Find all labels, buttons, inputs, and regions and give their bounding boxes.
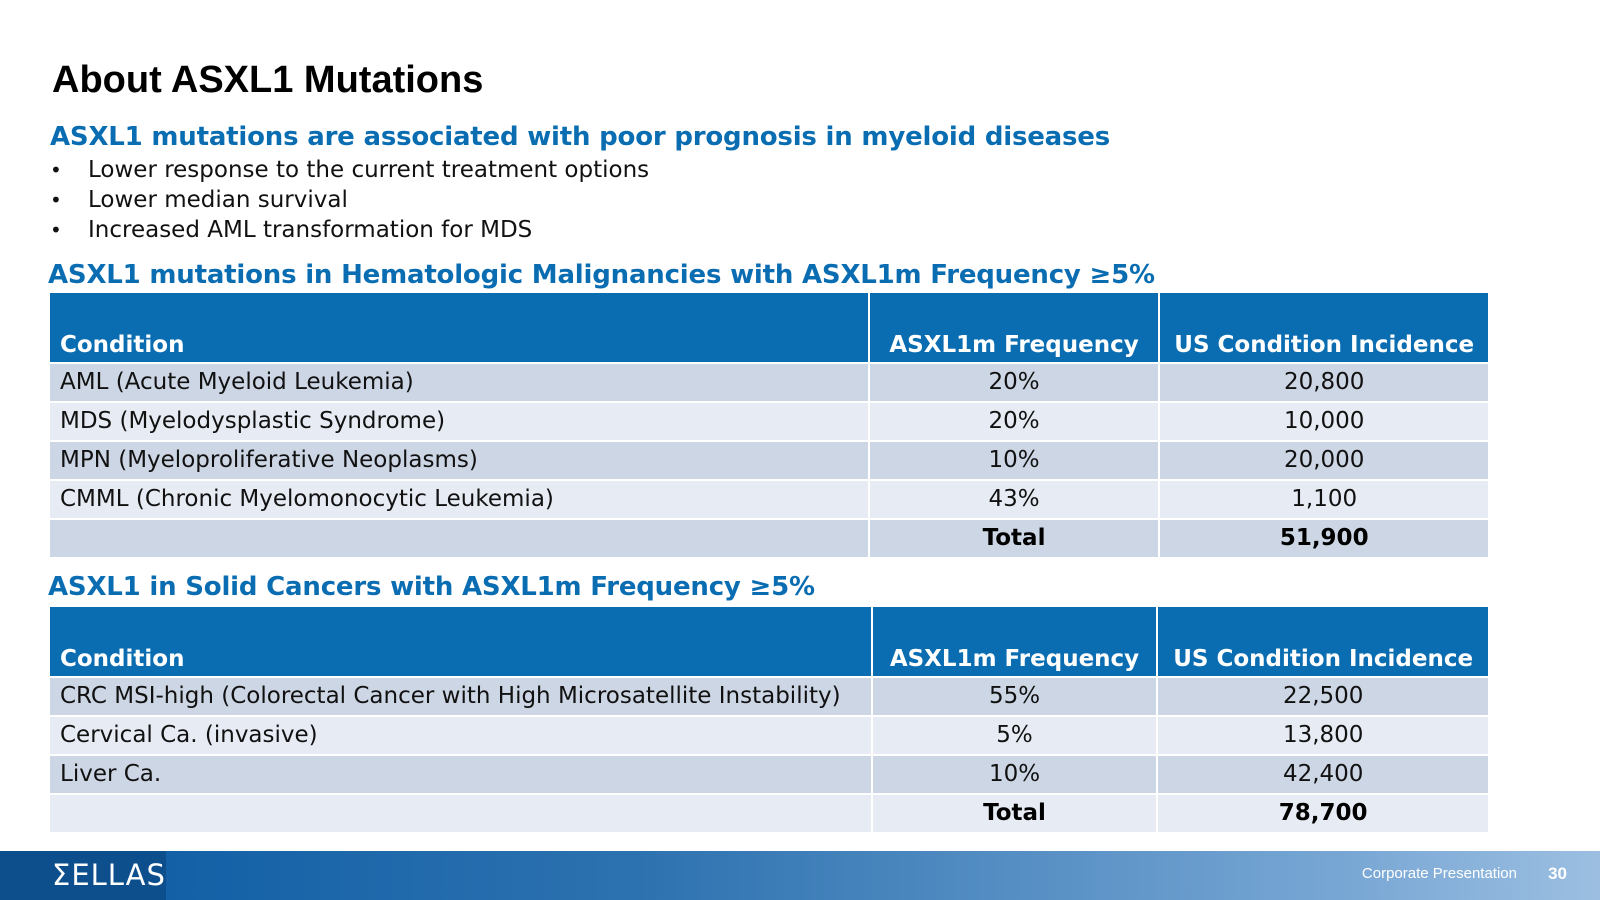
frequency-cell: 10% [867, 440, 1161, 481]
incidence-cell: 1,100 [1158, 479, 1490, 520]
table-row: AML (Acute Myeloid Leukemia) 20% 20,800 [48, 362, 1490, 403]
table-header-row: Condition ASXL1m Frequency US Condition … [48, 605, 1490, 678]
page-number: 30 [1548, 864, 1567, 883]
condition-cell: Cervical Ca. (invasive) [48, 715, 873, 756]
total-row: Total 78,700 [48, 793, 1490, 834]
incidence-cell: 20,000 [1158, 440, 1490, 481]
total-label: Total [870, 793, 1159, 834]
frequency-cell: 20% [867, 401, 1161, 442]
frequency-cell: 5% [870, 715, 1159, 756]
incidence-cell: 42,400 [1156, 754, 1490, 795]
frequency-cell: 10% [870, 754, 1159, 795]
table-row: MDS (Myelodysplastic Syndrome) 20% 10,00… [48, 401, 1490, 442]
incidence-cell: 20,800 [1158, 362, 1490, 403]
condition-cell: MDS (Myelodysplastic Syndrome) [48, 401, 870, 442]
condition-cell: Liver Ca. [48, 754, 873, 795]
total-value: 51,900 [1158, 518, 1490, 559]
footer-bar: ΣELLAS Corporate Presentation 30 [0, 851, 1600, 900]
column-header-condition: Condition [48, 291, 870, 364]
empty-cell [48, 518, 870, 559]
table-row: CRC MSI-high (Colorectal Cancer with Hig… [48, 676, 1490, 717]
incidence-cell: 13,800 [1156, 715, 1490, 756]
total-label: Total [867, 518, 1161, 559]
solid-cancers-table: Condition ASXL1m Frequency US Condition … [48, 605, 1490, 834]
table-row: Liver Ca. 10% 42,400 [48, 754, 1490, 795]
column-header-incidence: US Condition Incidence [1158, 291, 1490, 364]
heme-malignancies-table: Condition ASXL1m Frequency US Condition … [48, 291, 1490, 559]
frequency-cell: 55% [870, 676, 1159, 717]
table-row: MPN (Myeloproliferative Neoplasms) 10% 2… [48, 440, 1490, 481]
page-title: About ASXL1 Mutations [52, 59, 484, 101]
bullet-item: Lower response to the current treatment … [50, 155, 649, 185]
total-value: 78,700 [1156, 793, 1490, 834]
total-row: Total 51,900 [48, 518, 1490, 559]
sellas-logo: ΣELLAS [0, 851, 166, 900]
prognosis-subheading: ASXL1 mutations are associated with poor… [50, 122, 1111, 152]
condition-cell: CMML (Chronic Myelomonocytic Leukemia) [48, 479, 870, 520]
frequency-cell: 20% [867, 362, 1161, 403]
table-row: Cervical Ca. (invasive) 5% 13,800 [48, 715, 1490, 756]
bullet-item: Increased AML transformation for MDS [50, 215, 649, 245]
frequency-cell: 43% [867, 479, 1161, 520]
incidence-cell: 22,500 [1156, 676, 1490, 717]
column-header-condition: Condition [48, 605, 873, 678]
table-row: CMML (Chronic Myelomonocytic Leukemia) 4… [48, 479, 1490, 520]
bullet-item: Lower median survival [50, 185, 649, 215]
footer-label: Corporate Presentation [1361, 865, 1517, 882]
prognosis-bullet-list: Lower response to the current treatment … [50, 155, 649, 245]
condition-cell: MPN (Myeloproliferative Neoplasms) [48, 440, 870, 481]
heme-table-title: ASXL1 mutations in Hematologic Malignanc… [48, 260, 1155, 290]
empty-cell [48, 793, 873, 834]
column-header-incidence: US Condition Incidence [1156, 605, 1490, 678]
incidence-cell: 10,000 [1158, 401, 1490, 442]
condition-cell: CRC MSI-high (Colorectal Cancer with Hig… [48, 676, 873, 717]
condition-cell: AML (Acute Myeloid Leukemia) [48, 362, 870, 403]
table-header-row: Condition ASXL1m Frequency US Condition … [48, 291, 1490, 364]
column-header-frequency: ASXL1m Frequency [867, 291, 1161, 364]
column-header-frequency: ASXL1m Frequency [870, 605, 1159, 678]
solid-table-title: ASXL1 in Solid Cancers with ASXL1m Frequ… [48, 572, 815, 602]
